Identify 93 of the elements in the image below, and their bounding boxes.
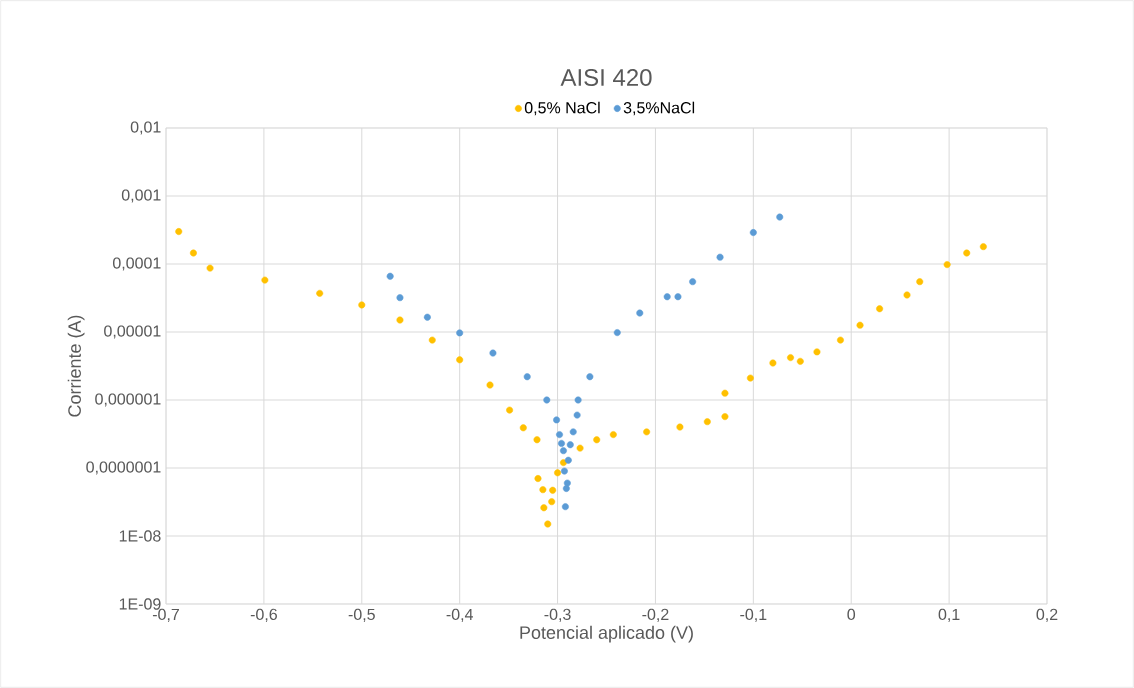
point <box>636 309 644 317</box>
point <box>553 416 561 424</box>
point <box>564 456 572 464</box>
point <box>721 389 729 397</box>
point <box>316 289 324 297</box>
point <box>534 475 542 482</box>
point <box>979 243 987 251</box>
x-tick-label: 0 <box>847 608 856 621</box>
x-tick-label: -0,5 <box>348 608 375 622</box>
point <box>556 431 563 439</box>
point <box>539 486 547 494</box>
y-tick-label: 0,0000001 <box>86 461 161 475</box>
x-tick-label: 0,1 <box>938 608 960 622</box>
y-tick-label: 0,000001 <box>95 393 161 407</box>
point <box>689 278 697 286</box>
point <box>544 520 552 528</box>
point <box>560 467 568 475</box>
point <box>396 316 404 324</box>
x-axis-title: Potencial aplicado (V) <box>520 625 693 643</box>
legend-label: 3,5%NaCl <box>623 101 695 116</box>
point <box>576 444 584 452</box>
point <box>574 396 582 404</box>
y-tick-label: 1E-09 <box>119 598 161 610</box>
point <box>643 428 651 436</box>
point <box>716 253 724 261</box>
x-tick-label: -0,6 <box>250 608 277 622</box>
point <box>963 249 971 257</box>
point <box>593 436 601 444</box>
point <box>519 424 527 432</box>
y-tick-label: 0,001 <box>121 189 161 203</box>
point <box>796 357 804 365</box>
point <box>663 293 671 301</box>
point <box>358 301 366 309</box>
point <box>876 305 884 313</box>
x-tick-label: 0,2 <box>1036 608 1058 622</box>
x-tick-label: -0,2 <box>642 608 669 622</box>
point <box>674 293 682 301</box>
point <box>486 381 494 389</box>
point <box>749 229 757 237</box>
point <box>943 261 951 269</box>
point <box>548 498 556 506</box>
point <box>573 411 581 419</box>
point <box>721 413 729 421</box>
point <box>506 406 514 414</box>
point <box>558 439 565 447</box>
x-tick-label: -0,4 <box>446 608 473 622</box>
point <box>543 396 551 404</box>
point <box>916 278 924 286</box>
point <box>533 436 541 444</box>
point <box>676 423 684 431</box>
y-tick-label: 0,0001 <box>112 257 161 271</box>
point <box>523 373 531 381</box>
point <box>549 486 557 494</box>
point <box>787 354 794 362</box>
point <box>540 504 548 512</box>
x-tick-label: -0,3 <box>544 608 571 622</box>
point <box>561 503 569 511</box>
point <box>746 374 754 382</box>
x-tick-label: -0,7 <box>152 608 179 622</box>
point <box>569 428 577 436</box>
y-tick-label: 1E-08 <box>119 530 161 542</box>
point <box>613 329 621 337</box>
point <box>456 329 464 337</box>
point <box>562 484 570 492</box>
point <box>428 336 436 344</box>
point <box>206 264 214 272</box>
x-tick-label: -0,1 <box>740 608 767 622</box>
point <box>261 276 269 284</box>
y-tick-label: 0,01 <box>130 121 161 135</box>
y-tick-label: 0,00001 <box>104 325 161 339</box>
chart-title: AISI 420 <box>560 68 652 86</box>
point <box>703 418 711 426</box>
y-axis-title: Corriente (A) <box>67 315 85 417</box>
point <box>189 249 197 257</box>
point <box>456 356 464 364</box>
legend-label: 0,5% NaCl <box>524 101 600 116</box>
point <box>836 336 844 344</box>
point <box>586 373 594 381</box>
point <box>559 447 567 455</box>
point <box>396 294 404 302</box>
point <box>566 441 574 449</box>
point <box>554 469 562 477</box>
point <box>609 431 617 439</box>
point <box>813 348 821 356</box>
point <box>563 479 571 487</box>
point <box>776 213 784 221</box>
point <box>423 313 431 321</box>
point <box>386 272 394 280</box>
point <box>489 349 497 357</box>
point <box>903 291 911 299</box>
point <box>175 228 183 236</box>
point <box>856 321 864 329</box>
point <box>769 359 777 367</box>
